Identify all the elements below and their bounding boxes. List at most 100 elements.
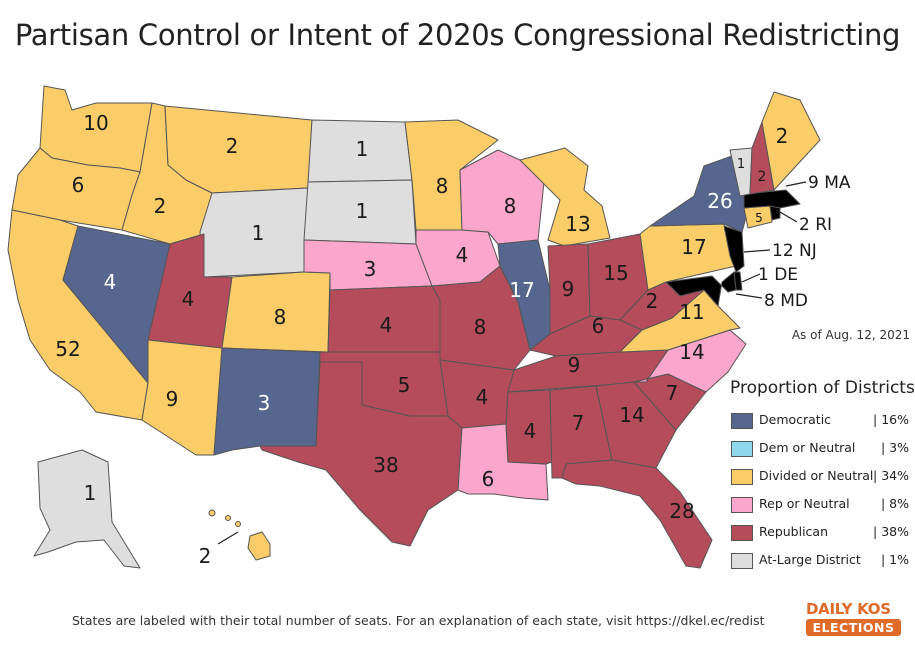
seat-label-NV: 4 bbox=[104, 270, 117, 294]
seat-label-WI: 8 bbox=[504, 194, 517, 218]
state-TX bbox=[259, 361, 463, 547]
map-title: Partisan Control or Intent of 2020s Cong… bbox=[14, 18, 901, 52]
seat-label-NH: 2 bbox=[758, 169, 767, 185]
legend-label-dem-or-neutral: Dem or Neutral bbox=[759, 440, 856, 455]
legend-pct-divided-or-neutral: | 34% bbox=[873, 468, 909, 483]
seat-label-AZ: 9 bbox=[166, 387, 179, 411]
seat-label-CA: 52 bbox=[55, 337, 80, 361]
callout-line-MD bbox=[735, 293, 763, 299]
legend-label-republican: Republican bbox=[759, 524, 829, 539]
state-WY bbox=[199, 187, 309, 278]
seat-label-MI: 13 bbox=[565, 212, 590, 236]
legend-pct-at-large: | 1% bbox=[880, 552, 909, 567]
legend-label-democratic: Democratic bbox=[759, 412, 832, 427]
callout-line-HI bbox=[217, 531, 239, 545]
legend-swatch-divided-or-neutral bbox=[731, 469, 753, 485]
seat-label-ME: 2 bbox=[776, 124, 789, 148]
logo-bottom-text: ELECTIONS bbox=[806, 619, 901, 636]
legend: Democratic | 16% Dem or Neutral | 3% Div… bbox=[731, 412, 909, 580]
seat-label-OK: 5 bbox=[398, 373, 411, 397]
seat-label-VA: 11 bbox=[679, 300, 704, 324]
seat-label-HI: 2 bbox=[199, 544, 212, 568]
seat-label-FL: 28 bbox=[669, 499, 694, 523]
seat-label-GA: 14 bbox=[619, 403, 644, 427]
seat-label-WY: 1 bbox=[252, 221, 265, 245]
state-MA bbox=[743, 189, 801, 209]
logo-top-text: DAILY KOS bbox=[806, 600, 891, 618]
seat-label-KS: 4 bbox=[380, 313, 393, 337]
legend-pct-republican: | 38% bbox=[873, 524, 909, 539]
seat-label-WV: 2 bbox=[646, 289, 659, 313]
seat-label-OR: 6 bbox=[72, 173, 85, 197]
seat-label-MS: 4 bbox=[524, 419, 537, 443]
legend-swatch-at-large bbox=[731, 553, 753, 569]
state-MD bbox=[665, 271, 737, 307]
callout-line-MA bbox=[785, 181, 807, 187]
legend-item-rep-or-neutral: Rep or Neutral | 8% bbox=[731, 496, 909, 524]
state-FL bbox=[561, 459, 713, 569]
as-of-date: As of Aug. 12, 2021 bbox=[791, 328, 910, 342]
seat-label-KY: 6 bbox=[592, 314, 605, 338]
state-MI bbox=[519, 147, 611, 247]
seat-label-CT: 5 bbox=[755, 211, 763, 225]
seat-label-SC: 7 bbox=[666, 381, 679, 405]
seat-label-CO: 8 bbox=[274, 305, 287, 329]
callout-label-RI: 2 RI bbox=[799, 215, 832, 235]
legend-pct-rep-or-neutral: | 8% bbox=[880, 496, 909, 511]
seat-label-UT: 4 bbox=[182, 287, 195, 311]
legend-item-republican: Republican | 38% bbox=[731, 524, 909, 552]
seat-label-NM: 3 bbox=[258, 391, 271, 415]
state-MT bbox=[164, 105, 313, 194]
callout-label-MA: 9 MA bbox=[808, 173, 851, 193]
seat-label-TX: 38 bbox=[373, 453, 398, 477]
legend-item-dem-or-neutral: Dem or Neutral | 3% bbox=[731, 440, 909, 468]
state-NJ bbox=[723, 225, 745, 273]
callout-label-NJ: 12 NJ bbox=[772, 241, 817, 261]
callout-line-DE bbox=[741, 273, 761, 283]
seat-label-NC: 14 bbox=[679, 340, 704, 364]
state-AZ bbox=[141, 339, 223, 456]
seat-label-OH: 15 bbox=[603, 261, 628, 285]
state-HI bbox=[247, 531, 271, 561]
legend-item-at-large: At-Large District | 1% bbox=[731, 552, 909, 580]
seat-label-LA: 6 bbox=[482, 467, 495, 491]
legend-label-at-large: At-Large District bbox=[759, 552, 861, 567]
seat-label-MN: 8 bbox=[436, 174, 449, 198]
callout-label-MD: 8 MD bbox=[764, 291, 808, 311]
state-HI-island-2 bbox=[225, 515, 231, 521]
state-ME bbox=[761, 91, 821, 191]
footer-note: States are labeled with their total numb… bbox=[72, 613, 765, 628]
legend-item-divided-or-neutral: Divided or Neutral | 34% bbox=[731, 468, 909, 496]
legend-item-democratic: Democratic | 16% bbox=[731, 412, 909, 440]
seat-label-IL: 17 bbox=[509, 278, 534, 302]
legend-pct-democratic: | 16% bbox=[873, 412, 909, 427]
seat-label-AR: 4 bbox=[476, 385, 489, 409]
callout-line-RI bbox=[779, 211, 798, 223]
seat-label-IN: 9 bbox=[562, 277, 575, 301]
seat-label-NY: 26 bbox=[707, 189, 732, 213]
seat-label-ID: 2 bbox=[154, 194, 167, 218]
state-HI-island-1 bbox=[208, 509, 216, 517]
seat-label-ND: 1 bbox=[356, 137, 369, 161]
seat-label-WA: 10 bbox=[83, 111, 108, 135]
seat-label-AK: 1 bbox=[84, 481, 97, 505]
legend-swatch-democratic bbox=[731, 413, 753, 429]
legend-swatch-republican bbox=[731, 525, 753, 541]
legend-title: Proportion of Districts bbox=[730, 378, 915, 398]
legend-label-divided-or-neutral: Divided or Neutral bbox=[759, 468, 874, 483]
seat-label-TN: 9 bbox=[568, 353, 581, 377]
legend-swatch-dem-or-neutral bbox=[731, 441, 753, 457]
seat-label-VT: 1 bbox=[737, 157, 745, 172]
seat-label-MT: 2 bbox=[226, 134, 239, 158]
legend-label-rep-or-neutral: Rep or Neutral bbox=[759, 496, 850, 511]
seat-label-NE: 3 bbox=[364, 257, 377, 281]
seat-label-SD: 1 bbox=[356, 199, 369, 223]
seat-label-AL: 7 bbox=[572, 411, 585, 435]
state-GA bbox=[595, 381, 677, 469]
legend-pct-dem-or-neutral: | 3% bbox=[880, 440, 909, 455]
state-AK bbox=[33, 449, 141, 569]
seat-label-IA: 4 bbox=[456, 243, 469, 267]
state-HI-island-3 bbox=[235, 521, 241, 527]
seat-label-PA: 17 bbox=[681, 235, 706, 259]
